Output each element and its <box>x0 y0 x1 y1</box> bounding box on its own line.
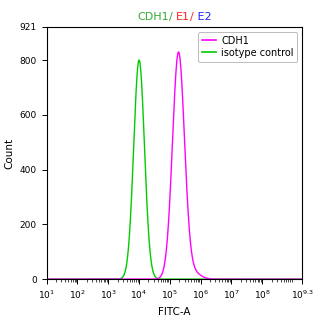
Text: CDH1: CDH1 <box>137 12 169 22</box>
Legend: CDH1, isotype control: CDH1, isotype control <box>198 32 297 62</box>
Text: /: / <box>169 12 176 22</box>
Text: E2: E2 <box>194 12 212 22</box>
Text: E1: E1 <box>176 12 190 22</box>
Y-axis label: Count: Count <box>4 137 14 169</box>
Text: /: / <box>190 12 194 22</box>
X-axis label: FITC-A: FITC-A <box>158 307 191 317</box>
